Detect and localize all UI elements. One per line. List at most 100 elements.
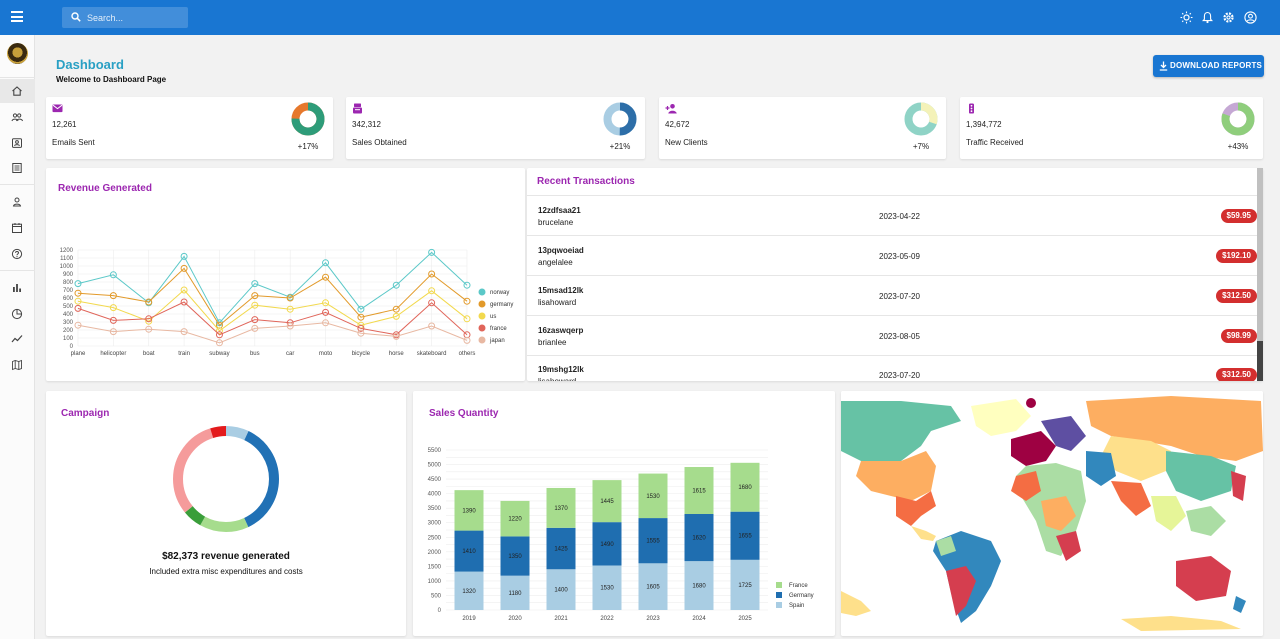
contact-card-icon: [12, 138, 22, 148]
bar-value-label: 1530: [600, 586, 614, 592]
data-point: [322, 273, 330, 281]
stat-change: +17%: [297, 142, 319, 151]
transaction-row[interactable]: 16zaswqerp brianlee 2023-08-05 $98.99: [527, 316, 1257, 356]
legend-label: france: [490, 326, 507, 332]
x-tick-label: skateboard: [417, 351, 447, 357]
bar-segment: [454, 490, 484, 531]
data-point: [145, 315, 153, 323]
sidebar-item-map[interactable]: [0, 353, 35, 377]
stat-change: +43%: [1227, 142, 1249, 151]
pie-chart-icon: [11, 308, 23, 320]
stat-card: 342,312 Sales Obtained +21%: [346, 97, 645, 159]
y-tick-label: 3000: [428, 521, 442, 527]
legend-swatch: [478, 300, 486, 308]
page-title: Dashboard: [56, 57, 124, 72]
scroll-thumb[interactable]: [1257, 341, 1263, 381]
sidebar: [0, 35, 35, 639]
transaction-date: 2023-08-05: [879, 332, 920, 341]
data-point: [428, 248, 436, 256]
sidebar-item-contacts[interactable]: [0, 105, 35, 129]
transaction-date: 2023-05-09: [879, 252, 920, 261]
y-tick-label: 3500: [428, 506, 442, 512]
sidebar-item-home[interactable]: [0, 79, 35, 103]
bar-segment: [500, 575, 530, 610]
user-circle-icon[interactable]: [1244, 11, 1257, 24]
series-line-norway: [77, 251, 468, 324]
data-point: [392, 281, 400, 289]
data-point: [463, 281, 471, 289]
x-tick-label: plane: [71, 351, 86, 357]
revenue-card: Revenue Generated 0 100 200 300 400 500 600 700…: [46, 168, 525, 381]
sidebar-item-faq[interactable]: [0, 242, 35, 266]
transaction-row[interactable]: 19mshg12lk lisahoward 2023-07-20 $312.50: [527, 355, 1257, 381]
revenue-title: Revenue Generated: [58, 183, 152, 194]
y-tick-label: 800: [63, 280, 74, 286]
data-point: [74, 321, 82, 329]
legend-swatch: [776, 602, 782, 608]
campaign-card: Campaign: [46, 391, 406, 636]
transactions-scrollbar[interactable]: [1257, 168, 1263, 381]
search-input[interactable]: [87, 9, 183, 26]
legend-swatch: [776, 582, 782, 588]
data-point: [357, 329, 365, 337]
data-point: [322, 308, 330, 316]
stat-label: Sales Obtained: [352, 138, 407, 147]
sidebar-item-bar-chart[interactable]: [0, 276, 35, 300]
bar-value-label: 1605: [646, 585, 660, 591]
y-tick-label: 2500: [428, 535, 442, 541]
download-icon: [1159, 61, 1168, 71]
data-point: [357, 324, 365, 332]
sidebar-item-line-chart[interactable]: [0, 327, 35, 351]
y-tick-label: 4500: [428, 477, 442, 483]
stat-value: 1,394,772: [966, 120, 1002, 129]
sidebar-item-profile[interactable]: [0, 190, 35, 214]
bar-segment: [546, 527, 576, 570]
download-reports-button[interactable]: DOWNLOAD REPORTS: [1153, 55, 1264, 77]
y-tick-label: 500: [63, 304, 74, 310]
y-tick-label: 4000: [428, 492, 442, 498]
y-tick-label: 100: [63, 336, 74, 342]
sidebar-item-invoices[interactable]: [0, 156, 35, 180]
series-line-us: [77, 289, 468, 332]
world-map[interactable]: [841, 391, 1263, 636]
bell-icon[interactable]: [1201, 11, 1214, 24]
data-point: [180, 286, 188, 294]
data-point: [180, 328, 188, 336]
data-point: [109, 328, 117, 336]
stat-change: +7%: [912, 142, 930, 151]
bar-value-label: 1320: [462, 589, 476, 595]
bar-value-label: 1425: [554, 547, 568, 553]
bar-value-label: 1350: [508, 554, 522, 560]
data-point: [251, 292, 259, 300]
legend-swatch: [478, 336, 486, 344]
x-tick-label: car: [286, 351, 294, 357]
x-tick-label: moto: [319, 351, 333, 357]
bar-segment: [638, 518, 668, 564]
data-point: [428, 270, 436, 278]
sun-icon[interactable]: [1180, 11, 1193, 24]
transaction-row[interactable]: 15msad12lk lisahoward 2023-07-20 $312.50: [527, 276, 1257, 316]
sidebar-item-pie-chart[interactable]: [0, 302, 35, 326]
map-icon: [12, 359, 22, 371]
traffic-icon: [969, 103, 974, 114]
transaction-row[interactable]: 13pqwoeiad angelalee 2023-05-09 $192.10: [527, 236, 1257, 276]
transaction-user: brianlee: [538, 338, 567, 347]
gear-icon[interactable]: [1222, 11, 1235, 24]
bar-segment: [638, 473, 668, 519]
mail-icon: [52, 104, 63, 113]
revenue-line-chart: 0 100 200 300 400 500 600 700 800 900 1000 1100 1200…: [60, 248, 514, 357]
transaction-row[interactable]: 12zdfsaa21 brucelane 2023-04-22 $59.95: [527, 196, 1257, 236]
legend-label: norway: [490, 290, 509, 296]
menu-icon[interactable]: [11, 11, 23, 23]
transaction-cost-badge: $312.50: [1216, 289, 1257, 303]
search-box[interactable]: [62, 7, 188, 28]
x-tick-label: 2021: [554, 616, 568, 622]
sidebar-item-calendar[interactable]: [0, 216, 35, 240]
transaction-id: 16zaswqerp: [538, 326, 584, 335]
bar-value-label: 1615: [692, 489, 706, 495]
bar-segment: [592, 480, 622, 523]
sidebar-item-contacts-info[interactable]: [0, 131, 35, 155]
data-point: [428, 299, 436, 307]
transaction-user: brucelane: [538, 218, 574, 227]
x-tick-label: subway: [209, 351, 229, 357]
